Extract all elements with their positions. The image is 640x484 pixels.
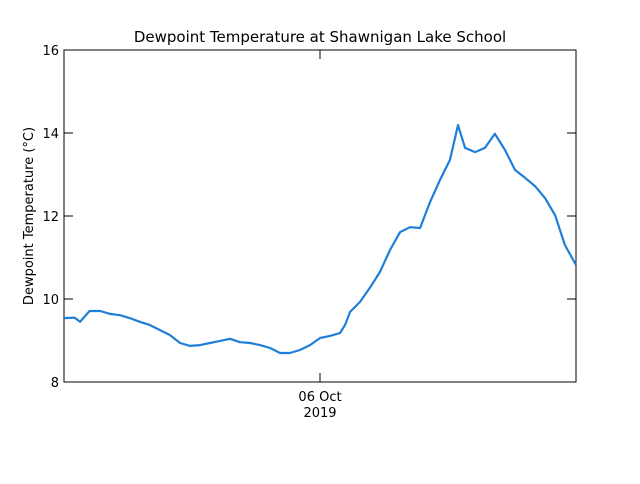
data-line <box>63 124 577 355</box>
plot-frame <box>63 49 577 383</box>
y-axis-label: Dewpoint Temperature (°C) <box>22 127 37 305</box>
chart-title: Dewpoint Temperature at Shawnigan Lake S… <box>134 28 506 46</box>
x-tick-year: 2019 <box>303 406 336 421</box>
y-tick-label: 10 <box>42 293 59 308</box>
y-tick-label: 8 <box>51 376 59 391</box>
x-tick-label: 06 Oct <box>298 390 341 405</box>
y-tick-label: 14 <box>42 127 59 142</box>
y-tick-label: 12 <box>42 210 59 225</box>
y-tick-label: 16 <box>42 44 59 59</box>
